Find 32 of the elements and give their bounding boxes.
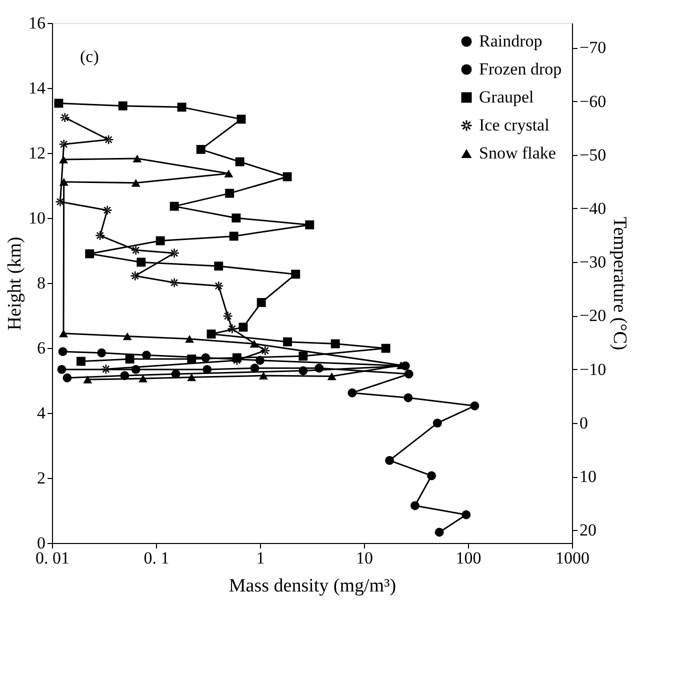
y-axis-title: Height (km) (4, 236, 26, 330)
y-tick-label: 2 (37, 468, 46, 488)
annotation: (c) (80, 47, 99, 66)
legend-label: Frozen drop (479, 60, 562, 78)
x-tick-label: 1 (256, 548, 265, 568)
y2-tick-label: −70 (580, 38, 606, 58)
y2-tick-label: −60 (580, 92, 606, 111)
legend-label: Raindrop (479, 32, 542, 50)
y2-tick-label: 0 (580, 413, 588, 432)
y2-tick-label: −10 (580, 360, 606, 379)
y-tick-label: 14 (28, 78, 46, 98)
x-tick-label: 100 (456, 548, 482, 568)
y2-tick-label: −40 (580, 198, 606, 218)
x-tick-label: 10 (356, 548, 373, 568)
y2-tick-label: −50 (580, 145, 606, 164)
legend-label: Ice crystal (479, 116, 550, 134)
y2-tick-label: −30 (580, 252, 606, 272)
legend-label: Snow flake (479, 144, 556, 162)
y-tick-label: 8 (37, 274, 46, 292)
y-tick-label: 10 (28, 208, 46, 228)
x-tick-label: 1000 (556, 548, 590, 568)
x-tick-label: 0. 1 (144, 548, 170, 568)
y-tick-label: 12 (28, 144, 46, 162)
y2-axis-title: Temperature (°C) (609, 216, 630, 350)
y-tick-label: 6 (37, 338, 46, 358)
y2-tick-label: 20 (580, 520, 596, 540)
y2-tick-label: 10 (580, 467, 596, 486)
legend-label: Graupel (479, 88, 534, 106)
y-tick-label: 16 (28, 14, 46, 32)
y2-tick-label: −20 (580, 306, 606, 326)
y-tick-label: 4 (37, 404, 46, 422)
x-axis-title: Mass density (mg/m³) (228, 576, 396, 596)
